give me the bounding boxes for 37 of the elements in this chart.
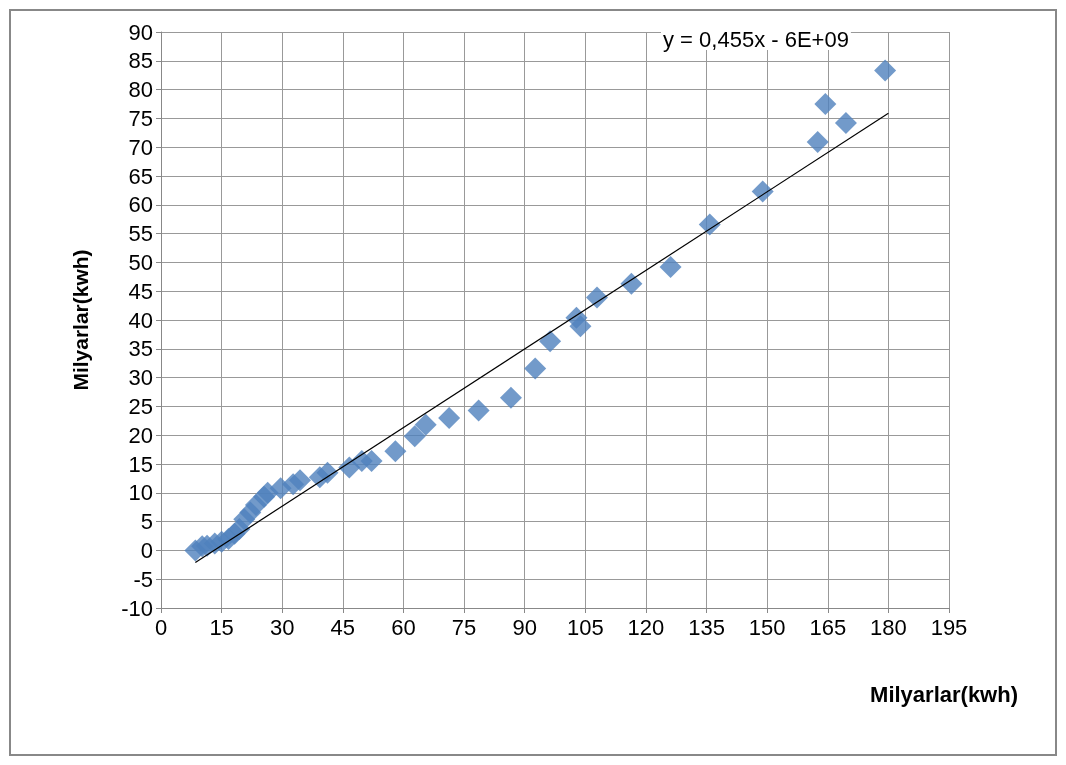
- y-tick-label: 15: [128, 451, 153, 477]
- y-tick-label: 0: [140, 537, 153, 563]
- x-tick-label: 90: [512, 614, 537, 640]
- y-tick-label: -5: [133, 566, 153, 592]
- x-tick-label: 105: [566, 614, 604, 640]
- x-tick-label: 150: [748, 614, 786, 640]
- x-tick-label: 30: [269, 614, 295, 640]
- y-tick-label: 35: [128, 336, 153, 362]
- y-tick-label: 80: [128, 77, 153, 103]
- y-tick-label: 45: [128, 278, 153, 304]
- y-tick-label: 25: [128, 393, 153, 419]
- x-tick-label: 165: [809, 614, 847, 640]
- y-tick-label: 30: [128, 365, 153, 391]
- y-tick-label: 10: [128, 480, 153, 506]
- y-tick-label: 55: [128, 221, 153, 247]
- y-axis-title: Milyarlar(kwh): [69, 249, 92, 391]
- y-tick-label: 65: [128, 163, 153, 189]
- y-tick-label: 50: [128, 249, 153, 275]
- y-tick-label: 70: [128, 134, 153, 160]
- x-tick-label: 120: [627, 614, 665, 640]
- y-tick-label: 5: [140, 509, 153, 535]
- x-tick-label: 75: [451, 614, 477, 640]
- y-tick-label: 85: [128, 48, 153, 74]
- y-tick-label: 90: [128, 19, 153, 45]
- x-axis-title: Milyarlar(kwh): [870, 681, 1019, 707]
- y-tick-label: 60: [128, 192, 153, 218]
- y-tick-label: 75: [128, 105, 153, 131]
- x-tick-label: 135: [688, 614, 725, 640]
- y-tick-label: 40: [128, 307, 153, 333]
- x-tick-label: 60: [391, 614, 416, 640]
- x-tick-label: 195: [930, 614, 968, 640]
- x-tick-label: 45: [330, 614, 356, 640]
- y-tick-label: 20: [128, 422, 153, 448]
- annotation: y = 0,455x - 6E+09: [663, 26, 849, 52]
- x-tick-label: 180: [870, 614, 907, 640]
- y-tick-label: -10: [121, 595, 153, 621]
- x-tick-label: 15: [209, 614, 234, 640]
